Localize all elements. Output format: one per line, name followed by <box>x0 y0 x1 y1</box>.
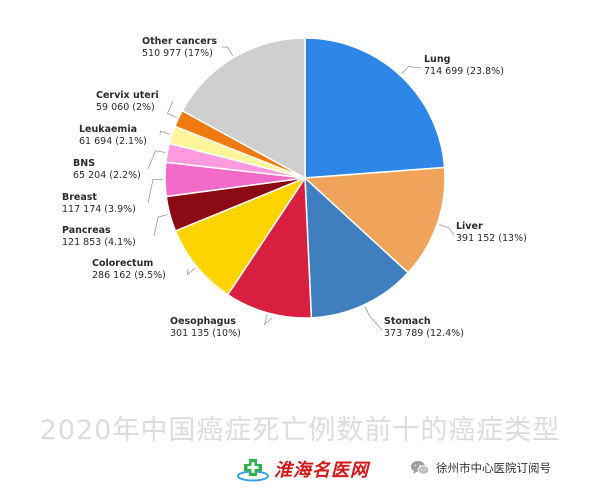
leader-line-oesophagus <box>263 314 273 326</box>
slice-label-name: Liver <box>456 221 483 232</box>
leader-line-colorectum <box>187 267 196 276</box>
slice-label-value: 373 789 (12.4%) <box>384 328 464 339</box>
slice-label-name: Stomach <box>384 316 431 327</box>
wechat-watermark: 徐州市中心医院订阅号 <box>410 460 551 476</box>
slice-label-name: Oesophagus <box>170 316 236 327</box>
leader-line-cervix-uteri <box>166 100 177 118</box>
leader-line-leukaemia <box>159 130 171 136</box>
slice-label-name: Leukaemia <box>79 124 137 135</box>
slice-label-value: 117 174 (3.9%) <box>62 204 136 215</box>
pie-slice-oesophagus <box>226 175 313 319</box>
slice-label-name: Lung <box>424 54 450 65</box>
leader-line-other-cancers <box>221 46 234 57</box>
brand-name: 淮海名医网 <box>274 460 369 481</box>
footer-watermark: 淮海名医网 徐州市中心医院订阅号 <box>0 450 600 487</box>
wechat-icon <box>411 461 430 475</box>
slice-label-name: Colorectum <box>92 258 153 269</box>
slice-label-value: 510 977 (17%) <box>142 48 213 59</box>
slice-label-name: Breast <box>62 192 97 203</box>
slice-label-name: Other cancers <box>142 36 217 47</box>
slice-label-name: BNS <box>73 158 95 169</box>
pie-slice-stomach <box>304 176 410 319</box>
slice-label-value: 59 060 (2%) <box>96 102 155 113</box>
wechat-account-name: 徐州市中心医院订阅号 <box>436 461 551 475</box>
slice-label-value: 121 853 (4.1%) <box>62 237 136 248</box>
slice-label-name: Cervix uteri <box>96 90 159 101</box>
pie-slice-colorectum <box>174 176 307 296</box>
slice-label-value: 65 204 (2.2%) <box>73 170 141 181</box>
slice-label-value: 714 699 (23.8%) <box>424 66 504 77</box>
pie-slice-liver <box>303 166 446 274</box>
leader-line-bns <box>147 150 166 170</box>
slice-label-value: 61 694 (2.1%) <box>79 136 147 147</box>
leader-line-pancreas <box>153 214 168 237</box>
slice-label-value: 286 162 (9.5%) <box>92 270 166 281</box>
pie-slice-lung <box>304 37 446 179</box>
slice-label-value: 391 152 (13%) <box>456 233 527 244</box>
chart-caption: 2020年中国癌症死亡例数前十的癌症类型 <box>39 415 561 446</box>
medical-cross-logo-icon <box>237 459 269 482</box>
leader-line-liver <box>439 224 455 236</box>
slice-label-name: Pancreas <box>62 225 111 236</box>
pie-slice-other-cancers <box>181 37 306 180</box>
brand-watermark: 淮海名医网 <box>236 456 369 482</box>
leader-line-lung <box>401 66 423 75</box>
slice-label-value: 301 135 (10%) <box>170 328 241 339</box>
leader-line-breast <box>147 179 164 204</box>
leader-line-stomach <box>364 306 383 331</box>
